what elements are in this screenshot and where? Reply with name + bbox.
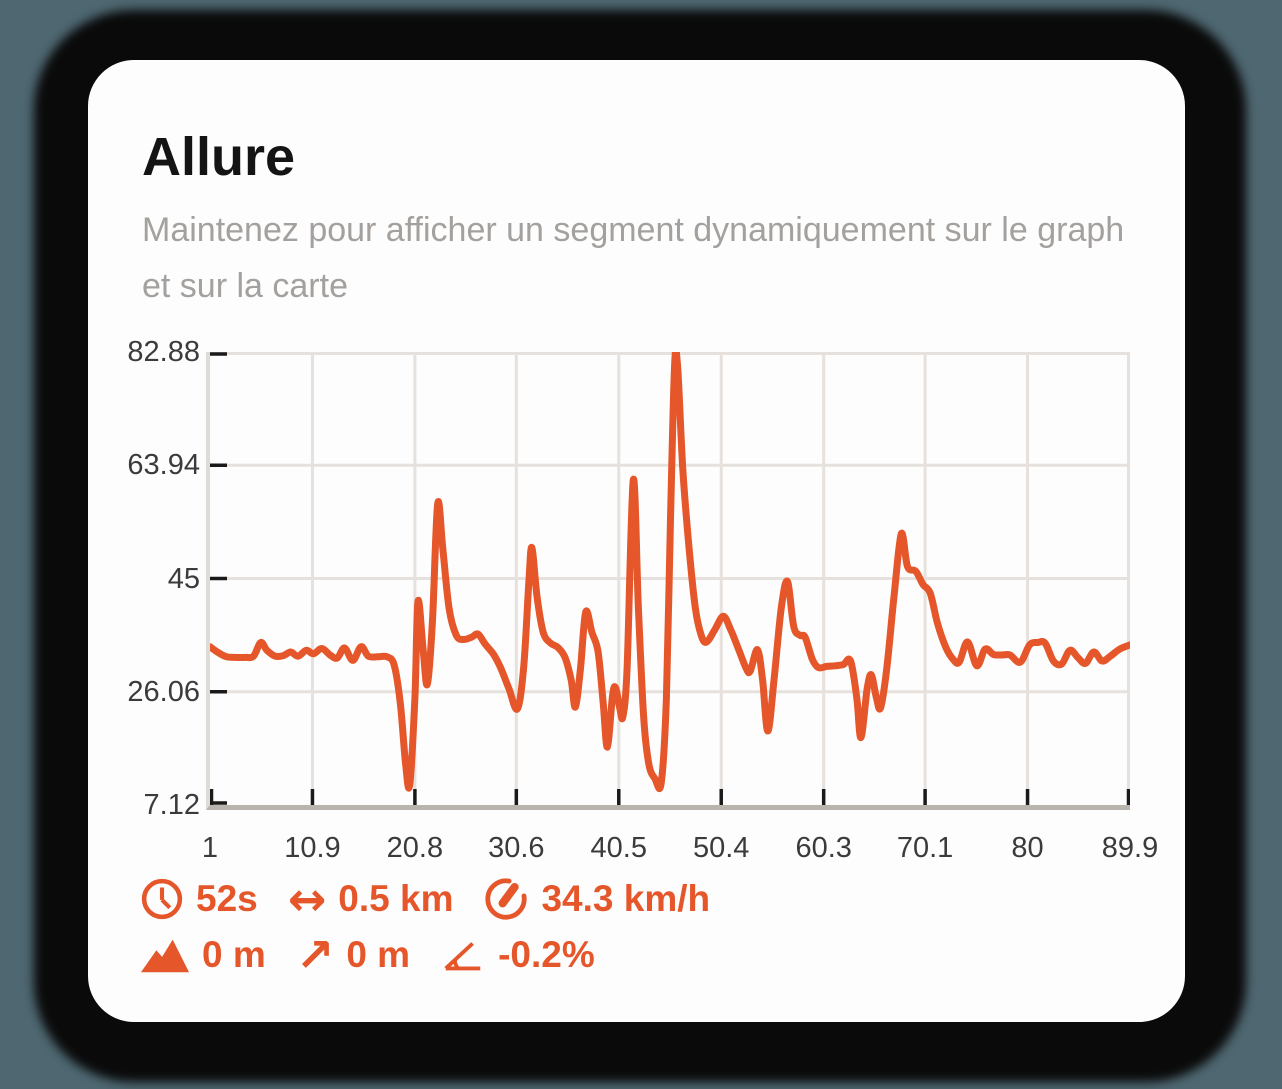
pace-line-chart[interactable] bbox=[210, 352, 1130, 805]
ascent-value: 0 m bbox=[346, 934, 411, 975]
distance-value: 0.5 km bbox=[338, 878, 454, 919]
y-axis-label: 82.88 bbox=[127, 336, 200, 368]
stat-speed: 34.3 km/h bbox=[483, 876, 710, 922]
y-axis-label: 26.06 bbox=[127, 675, 200, 708]
pace-card: Allure Maintenez pour afficher un segmen… bbox=[88, 60, 1185, 1022]
angle-icon bbox=[444, 942, 481, 971]
x-axis-label: 20.8 bbox=[386, 832, 444, 864]
pace-line[interactable] bbox=[210, 352, 1130, 792]
y-axis-label: 7.12 bbox=[143, 789, 200, 821]
x-axis-label: 10.9 bbox=[284, 832, 341, 864]
stat-slope: -0.2% bbox=[440, 934, 595, 976]
y-axis-labels: 7.12 26.06 45 63.94 82.88 bbox=[108, 336, 200, 821]
x-axis-label: 89.9 bbox=[1101, 832, 1159, 864]
double-arrow-icon: ↔ bbox=[287, 872, 327, 926]
segment-stats: 52s ↔ 0.5 km 34.3 km/h bbox=[140, 876, 710, 978]
gauge-icon bbox=[485, 878, 528, 920]
stat-distance: ↔ 0.5 km bbox=[288, 876, 454, 922]
speed-value: 34.3 km/h bbox=[541, 878, 711, 919]
stat-duration: 52s bbox=[140, 877, 258, 921]
x-axis-label: 50.4 bbox=[692, 832, 750, 864]
clock-icon bbox=[141, 878, 183, 920]
mountain-icon bbox=[140, 939, 190, 973]
duration-value: 52s bbox=[196, 878, 258, 919]
x-axis-label: 1 bbox=[201, 832, 219, 864]
stats-row-1: 52s ↔ 0.5 km 34.3 km/h bbox=[140, 876, 710, 922]
pace-chart: 7.12 26.06 45 63.94 82.88 1 10.9 20.8 30.6 40.5 5… bbox=[88, 60, 1185, 1022]
x-axis-labels: 1 10.9 20.8 30.6 40.5 50.4 60.3 70.1 80 89.9 bbox=[202, 824, 1158, 864]
x-axis-label: 30.6 bbox=[488, 832, 545, 864]
chart-hint-subtitle: Maintenez pour afficher un segment dynam… bbox=[142, 211, 1125, 305]
stat-elevation: 0 m bbox=[140, 934, 266, 976]
x-axis-label: 40.5 bbox=[590, 832, 647, 864]
slope-value: -0.2% bbox=[498, 934, 595, 975]
stats-row-2: 0 m ↗ 0 m -0.2% bbox=[140, 932, 710, 978]
stat-ascent: ↗ 0 m bbox=[296, 932, 410, 978]
page-title: Allure bbox=[142, 127, 296, 187]
up-right-arrow-icon: ↗ bbox=[295, 928, 335, 982]
x-axis-label: 60.3 bbox=[795, 832, 852, 864]
x-axis-label: 80 bbox=[1011, 832, 1044, 864]
y-axis-label: 63.94 bbox=[127, 449, 200, 482]
elevation-value: 0 m bbox=[202, 934, 266, 975]
chart-plot-area[interactable] bbox=[206, 352, 1130, 810]
y-axis-label: 45 bbox=[167, 562, 200, 595]
x-axis-label: 70.1 bbox=[896, 832, 954, 864]
